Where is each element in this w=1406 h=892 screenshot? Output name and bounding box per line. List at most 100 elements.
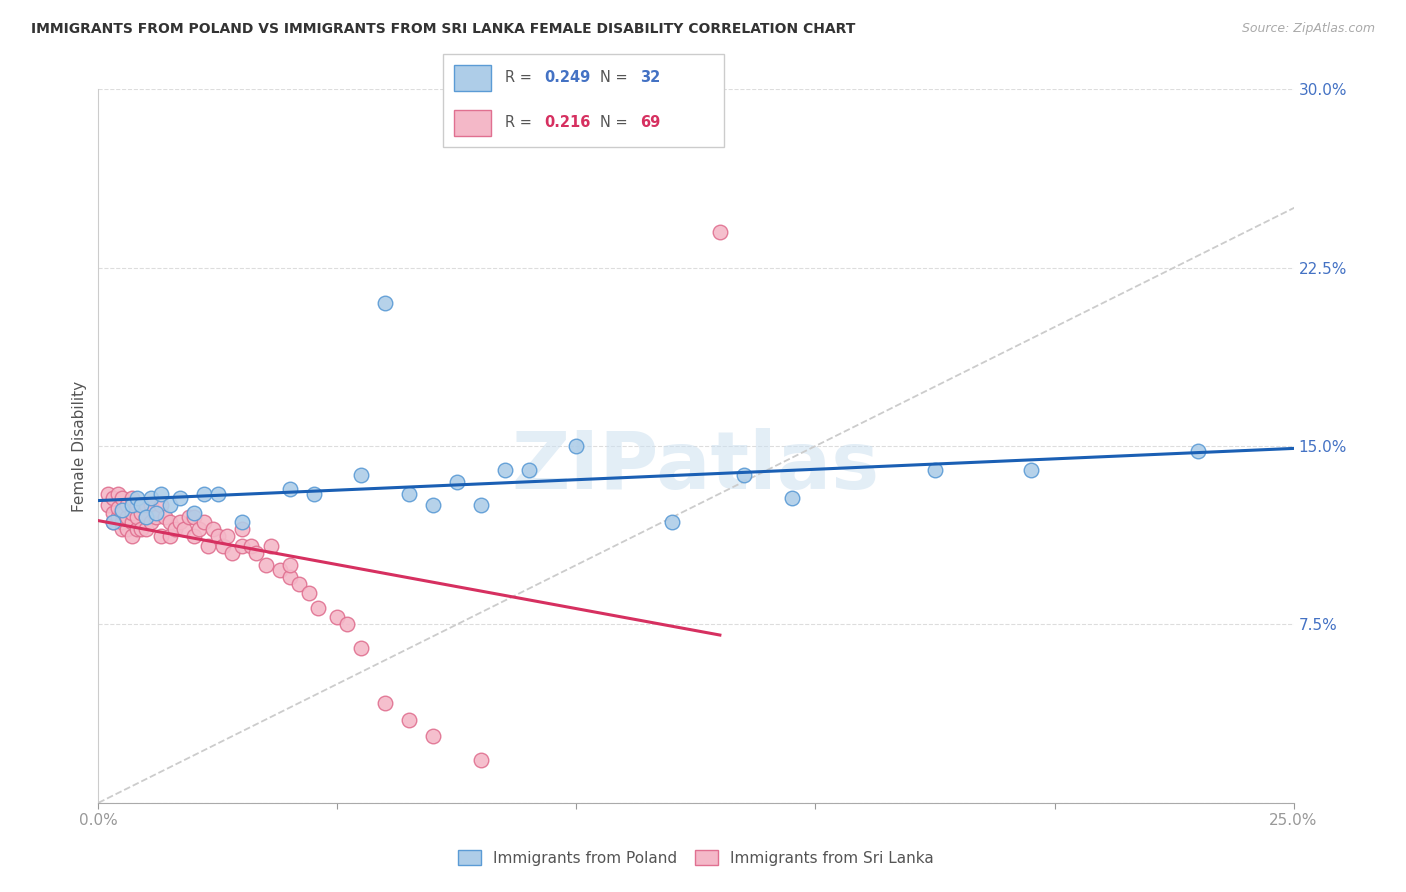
Point — [336, 617, 359, 632]
Point — [193, 486, 215, 500]
Point — [298, 586, 321, 600]
Point — [259, 539, 281, 553]
Point — [125, 522, 148, 536]
Point — [207, 529, 229, 543]
Point — [169, 491, 191, 506]
Text: 69: 69 — [640, 115, 659, 130]
Point — [131, 506, 153, 520]
Point — [398, 486, 420, 500]
Point — [125, 499, 148, 513]
Point — [254, 558, 277, 572]
Point — [733, 467, 755, 482]
Text: 32: 32 — [640, 70, 659, 85]
Text: R =: R = — [505, 70, 531, 85]
Point — [107, 486, 129, 500]
Point — [350, 467, 373, 482]
Point — [131, 499, 153, 513]
Point — [231, 539, 253, 553]
Text: IMMIGRANTS FROM POLAND VS IMMIGRANTS FROM SRI LANKA FEMALE DISABILITY CORRELATIO: IMMIGRANTS FROM POLAND VS IMMIGRANTS FRO… — [31, 22, 855, 37]
Point — [115, 499, 138, 513]
Point — [197, 539, 219, 553]
Point — [565, 439, 588, 453]
Point — [278, 482, 301, 496]
Point — [326, 610, 349, 624]
Bar — [454, 110, 491, 136]
Point — [374, 696, 396, 710]
Text: Source: ZipAtlas.com: Source: ZipAtlas.com — [1241, 22, 1375, 36]
FancyBboxPatch shape — [443, 54, 724, 147]
Point — [470, 753, 492, 767]
Point — [780, 491, 803, 506]
Point — [111, 522, 134, 536]
Point — [121, 491, 143, 506]
Point — [211, 539, 233, 553]
Point — [121, 529, 143, 543]
Text: 0.216: 0.216 — [544, 115, 591, 130]
Point — [240, 539, 263, 553]
Point — [231, 515, 253, 529]
Text: ZIPatlas: ZIPatlas — [512, 428, 880, 507]
Point — [139, 491, 162, 506]
Point — [149, 499, 172, 513]
Point — [97, 486, 120, 500]
Point — [398, 713, 420, 727]
Point — [1187, 443, 1209, 458]
Point — [269, 563, 291, 577]
Point — [307, 600, 329, 615]
Point — [125, 491, 148, 506]
Point — [149, 529, 172, 543]
Point — [709, 225, 731, 239]
Point — [470, 499, 492, 513]
Text: 0.249: 0.249 — [544, 70, 591, 85]
Point — [107, 500, 129, 515]
Point — [149, 486, 172, 500]
Point — [422, 729, 444, 743]
Point — [135, 499, 157, 513]
Point — [135, 522, 157, 536]
Point — [446, 475, 468, 489]
Point — [145, 506, 167, 520]
Point — [278, 570, 301, 584]
Point — [183, 510, 205, 524]
Point — [350, 641, 373, 656]
Point — [121, 506, 143, 520]
Point — [111, 503, 134, 517]
Point — [202, 522, 225, 536]
Point — [125, 510, 148, 524]
Point — [183, 506, 205, 520]
Point — [159, 515, 181, 529]
Point — [288, 577, 311, 591]
Point — [121, 499, 143, 513]
Point — [111, 491, 134, 506]
Point — [1019, 463, 1042, 477]
Point — [231, 522, 253, 536]
Point — [111, 506, 134, 520]
Text: N =: N = — [600, 70, 628, 85]
Point — [163, 522, 186, 536]
Point — [131, 522, 153, 536]
Point — [221, 546, 243, 560]
Bar — [454, 65, 491, 91]
Point — [245, 546, 267, 560]
Point — [101, 515, 124, 529]
Point — [179, 510, 201, 524]
Point — [145, 510, 167, 524]
Point — [155, 510, 177, 524]
Point — [115, 510, 138, 524]
Point — [159, 499, 181, 513]
Point — [101, 506, 124, 520]
Point — [517, 463, 540, 477]
Point — [278, 558, 301, 572]
Point — [207, 486, 229, 500]
Point — [135, 510, 157, 524]
Y-axis label: Female Disability: Female Disability — [72, 380, 87, 512]
Point — [374, 296, 396, 310]
Point — [101, 491, 124, 506]
Point — [101, 515, 124, 529]
Point — [107, 510, 129, 524]
Point — [422, 499, 444, 513]
Point — [494, 463, 516, 477]
Point — [302, 486, 325, 500]
Text: R =: R = — [505, 115, 531, 130]
Point — [217, 529, 239, 543]
